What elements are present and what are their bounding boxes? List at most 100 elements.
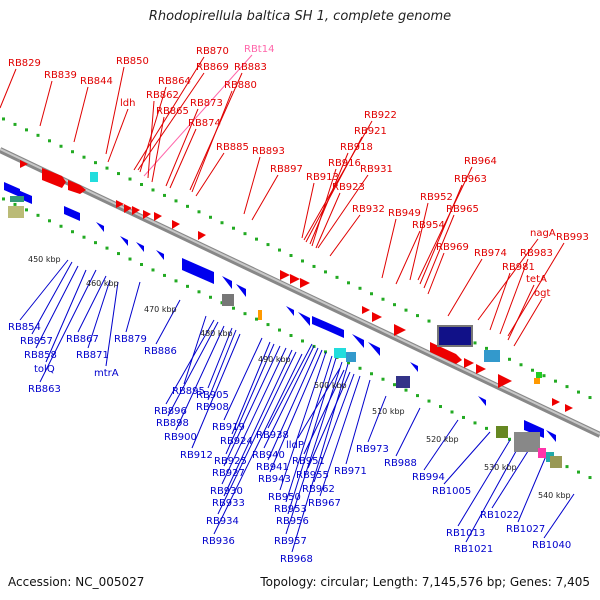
- gene-reverse: [18, 190, 32, 204]
- gene-label: RB1027: [506, 524, 545, 535]
- gene-label: RB1013: [446, 528, 485, 539]
- gene-label: RB924: [220, 436, 253, 447]
- gene-forward: [132, 206, 140, 215]
- leader-line: [291, 363, 349, 553]
- leader-line: [409, 202, 429, 281]
- leader-line: [191, 333, 241, 449]
- accession-text: Accession: NC_005027: [8, 575, 145, 589]
- guide-dot: [289, 254, 293, 258]
- leader-line: [491, 447, 531, 509]
- leader-line: [447, 258, 483, 317]
- guide-dot: [71, 150, 74, 154]
- guide-dot: [278, 328, 281, 332]
- leader-line: [317, 174, 369, 249]
- gene-forward: [172, 220, 180, 229]
- leader-line: [517, 455, 547, 523]
- scale-label: 450 kbp: [28, 255, 61, 264]
- feature-olive: [550, 456, 562, 468]
- leader-line: [345, 379, 371, 465]
- scale-label: 530 kbp: [484, 463, 517, 472]
- leader-line: [107, 108, 129, 163]
- gene-label: RB869: [196, 62, 229, 73]
- leader-line: [77, 275, 107, 333]
- gene-label: RB932: [352, 204, 385, 215]
- leader-line: [307, 371, 351, 469]
- guide-dot: [531, 368, 534, 372]
- gene-label: RB925: [214, 456, 247, 467]
- guide-dot: [266, 243, 270, 247]
- gene-label: RB973: [356, 444, 389, 455]
- gene-label: RB862: [146, 90, 179, 101]
- guide-dot: [209, 295, 212, 299]
- gene-label: RB919: [212, 422, 245, 433]
- leader-line: [507, 284, 535, 341]
- guide-dot: [381, 377, 385, 381]
- leader-line: [105, 66, 125, 155]
- guide-dot: [128, 177, 132, 181]
- gene-reverse: [222, 276, 232, 289]
- guide-dot: [577, 470, 580, 474]
- leader-line: [87, 279, 111, 349]
- guide-dot: [370, 372, 373, 376]
- leader-line: [105, 281, 119, 367]
- gene-reverse: [546, 430, 556, 442]
- guide-dot: [347, 361, 350, 365]
- feature-gray-block: [514, 432, 540, 452]
- guide-dot: [174, 279, 178, 283]
- leader-line: [513, 298, 543, 347]
- gene-reverse: [478, 396, 486, 406]
- leader-line: [19, 259, 69, 321]
- gene-label: RB874: [188, 118, 221, 129]
- gene-label: RB897: [270, 164, 303, 175]
- guide-dot: [105, 166, 109, 170]
- gene-label: RB844: [80, 76, 113, 87]
- leader-line: [303, 369, 345, 455]
- leader-line: [0, 68, 17, 109]
- gene-label: RB938: [256, 430, 289, 441]
- leader-line: [499, 258, 529, 335]
- gene-label: RB916: [328, 158, 361, 169]
- gene-forward: [124, 204, 132, 213]
- gene-forward: [154, 212, 162, 221]
- scale-label: 490 kbp: [258, 355, 291, 364]
- guide-dot: [209, 215, 212, 219]
- scale-label: 480 kbp: [200, 329, 233, 338]
- gene-label: RB964: [464, 156, 497, 167]
- gene-label: RB923: [332, 182, 365, 193]
- guide-dot: [25, 128, 28, 132]
- gene-label: RB933: [212, 498, 245, 509]
- feature-olive: [8, 206, 24, 218]
- guide-dot: [48, 139, 51, 143]
- guide-dot: [588, 476, 592, 480]
- guide-dot: [427, 399, 431, 403]
- gene-label: RB962: [302, 484, 335, 495]
- leader-line: [207, 329, 237, 401]
- gene-label: RB930: [210, 486, 243, 497]
- gene-label: RB870: [196, 46, 229, 57]
- leader-line: [137, 72, 205, 171]
- guide-dot: [404, 308, 408, 312]
- leader-line: [285, 361, 343, 535]
- leader-line: [151, 116, 165, 183]
- gene-label: RB994: [412, 472, 445, 483]
- guide-dot: [393, 303, 396, 307]
- guide-dot: [255, 317, 258, 321]
- guide-dot: [151, 268, 155, 272]
- gene-label: RB927: [212, 468, 245, 479]
- feature-magenta: [538, 448, 546, 458]
- leader-line: [251, 174, 279, 221]
- leader-line: [195, 152, 225, 197]
- guide-dot: [151, 188, 155, 192]
- gene-reverse: [286, 306, 294, 316]
- guide-dot: [554, 379, 557, 383]
- feature-green: [536, 372, 542, 378]
- guide-dot: [197, 290, 201, 294]
- leader-line: [395, 230, 421, 285]
- gene-label: ogt: [534, 288, 550, 299]
- leader-line: [147, 100, 155, 179]
- leader-line: [315, 192, 341, 249]
- gene-reverse: [64, 206, 80, 221]
- gene-label: RB969: [436, 242, 469, 253]
- leader-line: [183, 315, 207, 385]
- guide-dot: [519, 363, 523, 367]
